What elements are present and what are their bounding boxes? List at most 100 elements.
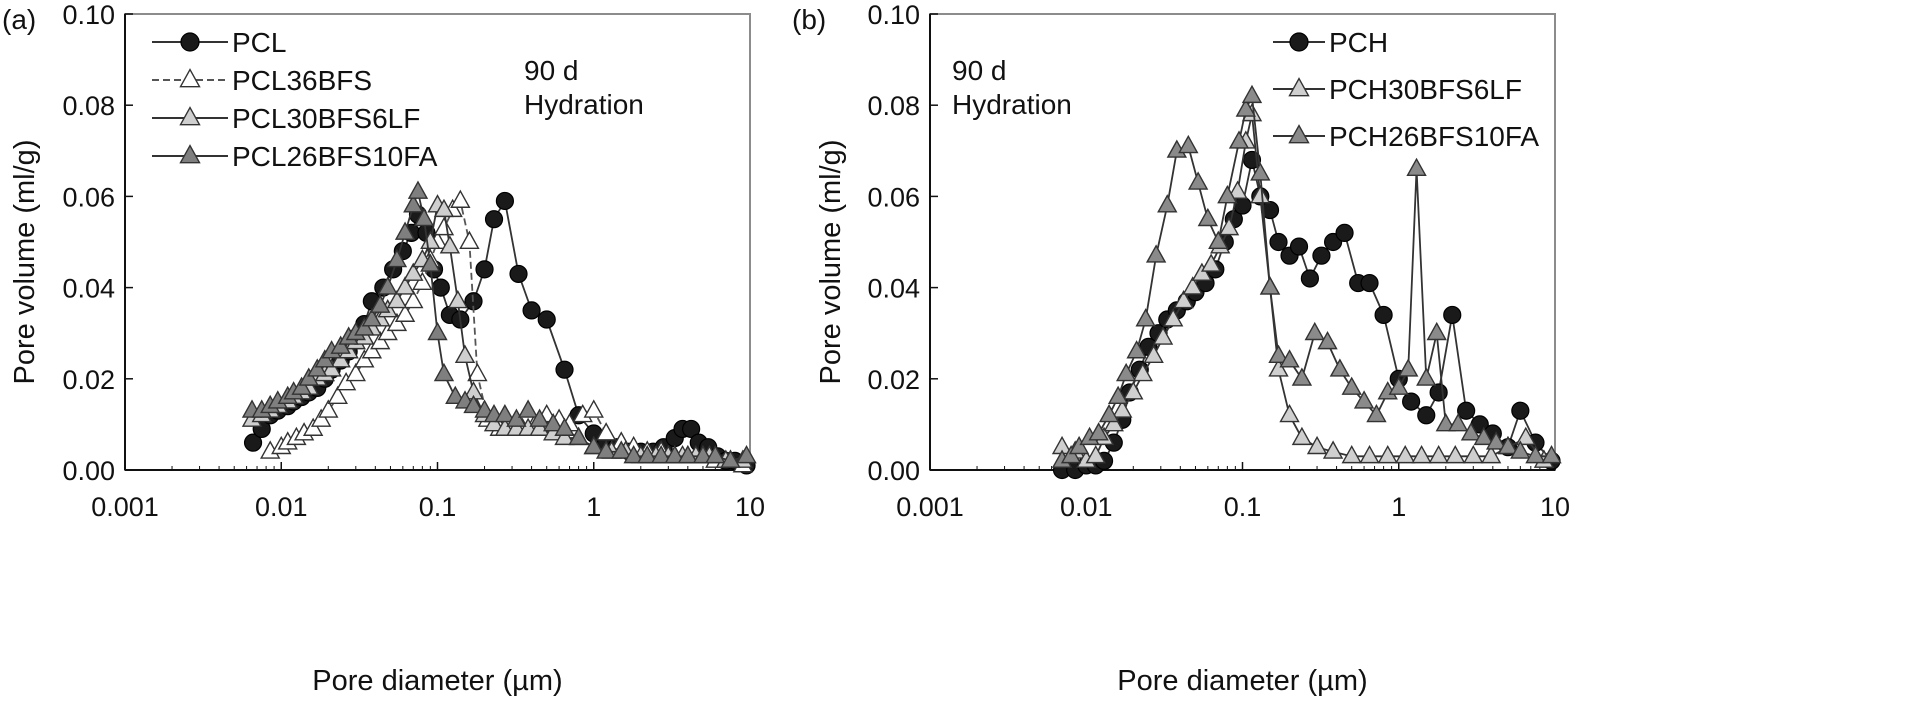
data-point — [1107, 385, 1129, 405]
data-point — [1162, 308, 1184, 327]
data-point — [1377, 444, 1398, 464]
data-point — [354, 317, 375, 336]
data-point — [1445, 444, 1466, 464]
legend-marker — [179, 68, 201, 88]
legend-marker — [179, 144, 201, 164]
data-point — [495, 191, 515, 211]
data-point — [484, 210, 504, 229]
data-point — [314, 349, 335, 368]
data-point — [664, 444, 685, 464]
legend-label: PCH — [1329, 27, 1388, 58]
y-tick-label: 0.08 — [867, 91, 920, 121]
data-point — [1143, 344, 1164, 363]
data-point — [361, 340, 383, 359]
data-point — [1235, 98, 1257, 117]
x-tick-label: 10 — [735, 492, 765, 522]
x-tick-label: 1 — [1391, 492, 1406, 522]
data-point — [370, 294, 391, 313]
data-point — [307, 358, 328, 377]
panel-a: 0.00 0.02 0.04 0.06 0.08 0.10 0.001 0.01 0.1 1 10 P… — [2, 0, 765, 697]
data-point — [1291, 426, 1313, 446]
legend-marker — [1288, 77, 1310, 97]
data-point — [677, 444, 699, 464]
data-point — [377, 276, 398, 295]
data-point — [1187, 171, 1209, 190]
legend-marker — [179, 106, 201, 126]
data-point — [1197, 207, 1219, 227]
data-point — [1178, 134, 1199, 154]
x-tick-label: 0.1 — [419, 492, 457, 522]
data-point — [1402, 392, 1421, 411]
data-point — [1289, 237, 1309, 256]
data-point — [568, 426, 589, 446]
data-point — [1322, 440, 1344, 459]
data-point — [1429, 383, 1448, 402]
data-point — [327, 385, 348, 405]
data-point — [1123, 381, 1144, 400]
data-point — [361, 308, 383, 327]
data-point — [637, 444, 658, 464]
data-point — [1515, 426, 1536, 446]
data-point — [1411, 444, 1432, 464]
legend-marker — [180, 32, 200, 52]
data-point — [420, 253, 441, 272]
data-point — [439, 235, 461, 254]
data-point — [354, 349, 375, 368]
data-point — [433, 216, 455, 236]
data-point — [1395, 444, 1416, 464]
data-point — [403, 262, 424, 281]
data-point — [1353, 390, 1375, 409]
data-point — [1279, 349, 1300, 368]
data-point — [413, 207, 435, 227]
data-point — [302, 417, 324, 436]
data-point — [431, 278, 450, 297]
data-point — [1115, 362, 1137, 382]
data-point — [1250, 162, 1271, 181]
data-point — [650, 444, 672, 464]
data-point — [1497, 435, 1519, 455]
data-point — [330, 335, 351, 354]
x-axis-title: Pore diameter (µm) — [312, 665, 562, 697]
data-point — [1279, 403, 1300, 423]
y-tick-label: 0.00 — [62, 456, 115, 486]
data-point — [310, 408, 332, 427]
data-point — [1132, 362, 1153, 382]
data-point — [1112, 399, 1133, 418]
data-point — [291, 376, 312, 395]
data-point — [433, 362, 455, 382]
data-point — [335, 372, 357, 391]
data-point — [394, 303, 416, 322]
y-tick-label: 0.02 — [62, 365, 115, 395]
data-point — [1250, 185, 1271, 204]
data-point — [1359, 444, 1380, 464]
data-point — [386, 248, 408, 268]
data-point — [433, 198, 455, 218]
x-tick-label: 0.01 — [255, 492, 308, 522]
data-point — [450, 189, 471, 208]
legend-label: PCH30BFS6LF — [1329, 74, 1522, 105]
data-point — [1360, 273, 1379, 293]
data-point — [1268, 358, 1289, 377]
data-point — [1268, 344, 1289, 363]
y-axis-title: Pore volume (ml/g) — [9, 140, 41, 385]
data-point — [542, 413, 564, 432]
data-point — [583, 435, 604, 455]
data-point — [318, 399, 339, 418]
data-point — [243, 433, 263, 452]
data-point — [386, 289, 408, 309]
data-point — [1457, 401, 1476, 420]
series-PCL26BFS10FA — [241, 180, 757, 468]
data-point — [1088, 422, 1109, 441]
legend-label: PCH26BFS10FA — [1329, 121, 1539, 152]
series-PCH30BFS6LF — [1051, 102, 1555, 468]
data-point — [1068, 435, 1090, 455]
data-point — [555, 360, 574, 379]
data-point — [467, 362, 488, 382]
data-point — [1541, 444, 1562, 464]
data-point — [1341, 376, 1362, 395]
data-point — [1085, 444, 1106, 464]
data-point — [506, 408, 527, 427]
y-tick-label: 0.04 — [867, 274, 920, 304]
data-point — [1329, 358, 1351, 377]
